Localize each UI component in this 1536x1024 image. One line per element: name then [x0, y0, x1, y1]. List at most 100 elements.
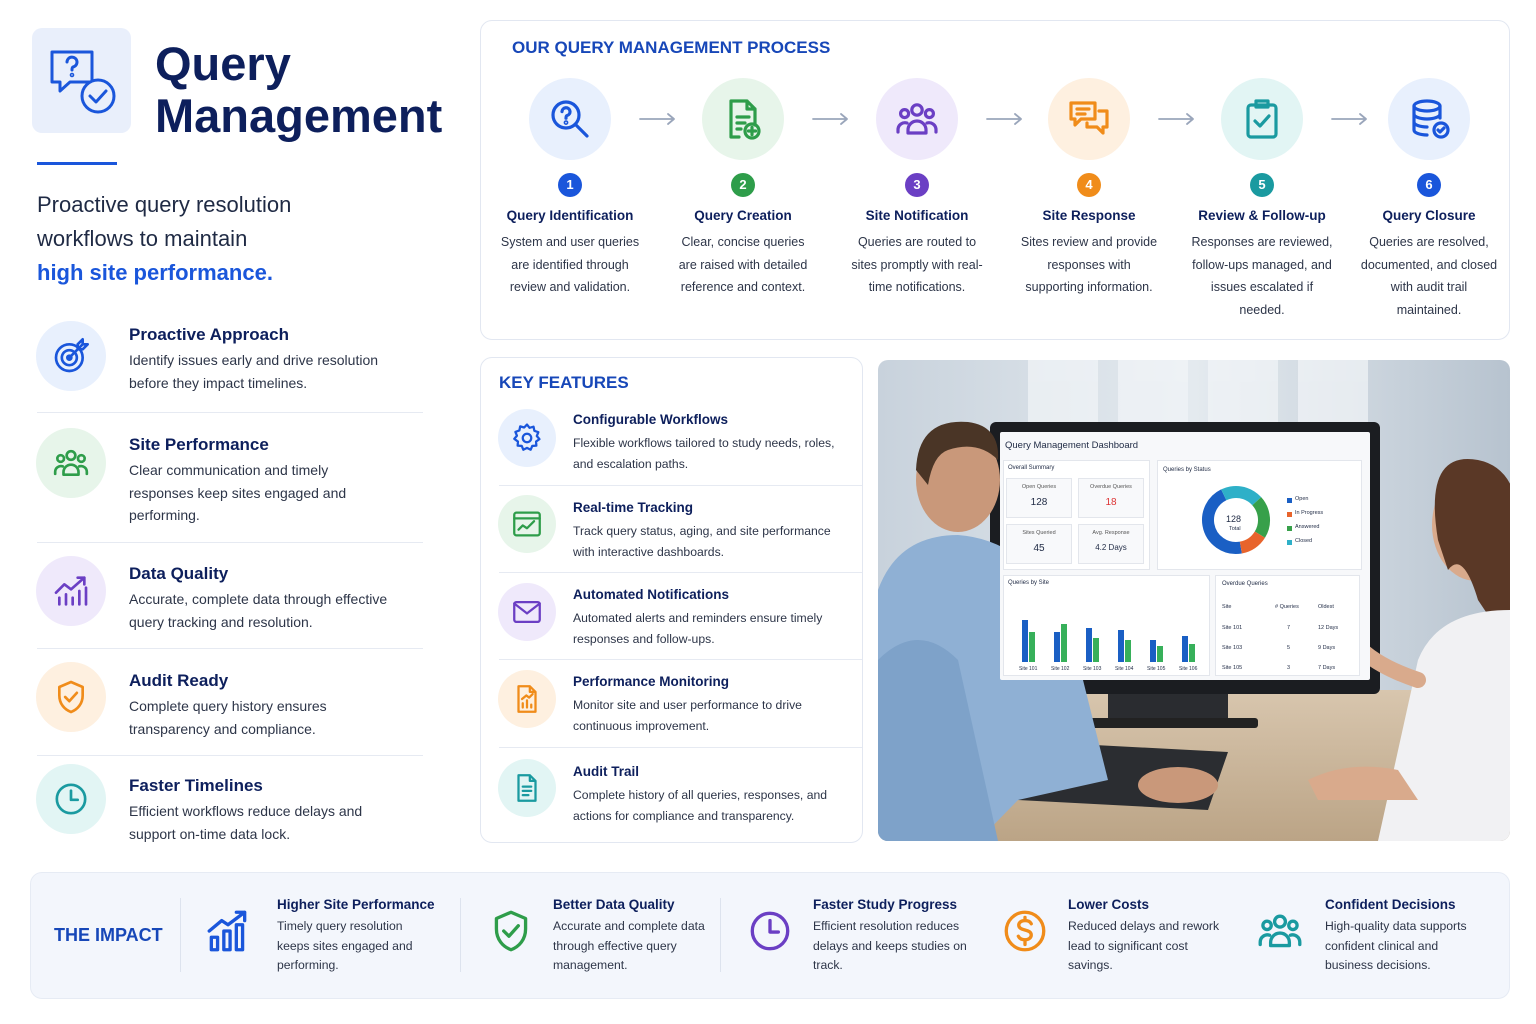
step-arrow [986, 113, 1022, 125]
icon-shape [1378, 610, 1510, 841]
step-number: 1 [558, 173, 582, 197]
icon-shape [563, 120, 569, 126]
icon-shape [69, 789, 80, 802]
icon-shape [494, 910, 528, 952]
divider [499, 485, 862, 486]
icon-shape [88, 89, 108, 104]
benefit-icon [54, 338, 90, 373]
step-icon-bg [529, 78, 611, 160]
site-bar [1118, 630, 1124, 662]
icon-shape [1412, 99, 1450, 139]
feature-title: Audit Trail [573, 764, 640, 779]
table-cell: 7 [1287, 625, 1291, 631]
step-title: Query Closure [1382, 208, 1476, 223]
icon-shape [1258, 931, 1302, 948]
step-text: System and user queries are identified t… [500, 235, 640, 295]
step-title: Review & Follow-up [1198, 208, 1326, 223]
benefit-text: Identify issues early and drive resoluti… [129, 352, 379, 391]
icon-shape [1272, 914, 1288, 929]
icon-shape [1412, 104, 1442, 137]
feature-icon-bg [498, 759, 556, 817]
site-label: Site 102 [1051, 666, 1070, 672]
impact-text: Reduced delays and rework lead to signif… [1068, 919, 1220, 972]
icon-shape [53, 463, 89, 477]
icon-shape [729, 99, 761, 140]
icon-shape [1138, 767, 1218, 803]
step-icon-bg [876, 78, 958, 160]
step-icon [1069, 101, 1109, 135]
site-bar [1182, 636, 1188, 662]
benefit-icon-bg [36, 428, 106, 498]
icon-shape [1412, 99, 1442, 113]
step-title: Site Response [1042, 208, 1136, 223]
icon-shape [639, 113, 675, 125]
impact-title: Faster Study Progress [813, 897, 958, 912]
dashboard-label: Overall Summary [1008, 465, 1055, 471]
icon-shape [65, 55, 79, 72]
icon-shape [1261, 919, 1273, 932]
page-title: Management [155, 89, 443, 142]
site-bar [1029, 632, 1035, 662]
site-bar [1061, 624, 1067, 662]
legend-swatch [1287, 526, 1292, 531]
icon-shape [513, 600, 541, 624]
icon-shape [58, 680, 85, 714]
icon-shape [768, 918, 780, 934]
step-number: 4 [1077, 173, 1101, 197]
table-header: Site [1222, 604, 1232, 610]
dashboard-label: Overdue Queries [1222, 581, 1268, 587]
site-label: Site 101 [1019, 666, 1038, 672]
icon-shape [54, 576, 88, 606]
step-arrow [1158, 113, 1194, 125]
feature-title: Configurable Workflows [573, 412, 729, 427]
summary-label: Sites Queried [1022, 530, 1056, 536]
divider [720, 898, 721, 972]
icon-shape [50, 50, 94, 93]
step-title: Query Identification [506, 208, 634, 223]
feature-text: Complete history of all queries, respons… [573, 788, 828, 823]
benefit-icon [53, 449, 89, 477]
icon-shape [54, 338, 90, 373]
icon-shape [1432, 121, 1450, 139]
legend-label: In Progress [1295, 510, 1324, 516]
benefit-icon [54, 576, 88, 606]
icon-shape [513, 511, 541, 537]
impact-title: Lower Costs [1068, 897, 1150, 912]
icon-shape [513, 423, 541, 451]
benefit-icon [58, 680, 85, 714]
step-icon-bg [1221, 78, 1303, 160]
site-bar [1093, 638, 1099, 662]
icon-shape [986, 113, 1022, 125]
feature-icon [513, 600, 541, 624]
icon-shape [1004, 910, 1046, 952]
table-header: Oldest [1318, 604, 1334, 610]
step-icon [896, 103, 938, 135]
impact-title: Higher Site Performance [277, 897, 435, 912]
summary-label: Avg. Response [1092, 530, 1130, 536]
step-number: 3 [905, 173, 929, 197]
legend-label: Closed [1295, 538, 1313, 544]
divider [37, 755, 423, 756]
icon-shape [513, 602, 541, 615]
impact-icon [1004, 910, 1046, 952]
table-cell: 12 Days [1318, 625, 1339, 631]
legend-swatch [1287, 512, 1292, 517]
feature-icon [517, 685, 537, 713]
site-bar [1150, 640, 1156, 662]
status-donut [1202, 486, 1270, 554]
icon-shape [1258, 914, 1302, 948]
step-text: Sites review and provide responses with … [1020, 235, 1158, 295]
icon-shape [517, 774, 537, 802]
step-icon [1412, 99, 1450, 139]
impact-title: Better Data Quality [553, 897, 675, 912]
divider [180, 898, 181, 972]
dashboard-title: Query Management Dashboard [1005, 440, 1139, 451]
icon-shape [1004, 910, 1046, 952]
icon-shape [80, 78, 116, 114]
site-bar [1022, 620, 1028, 662]
divider [37, 412, 423, 413]
icon-shape [66, 354, 73, 362]
divider [37, 648, 423, 649]
table-cell: 7 Days [1318, 665, 1336, 671]
site-bar [1086, 628, 1092, 662]
